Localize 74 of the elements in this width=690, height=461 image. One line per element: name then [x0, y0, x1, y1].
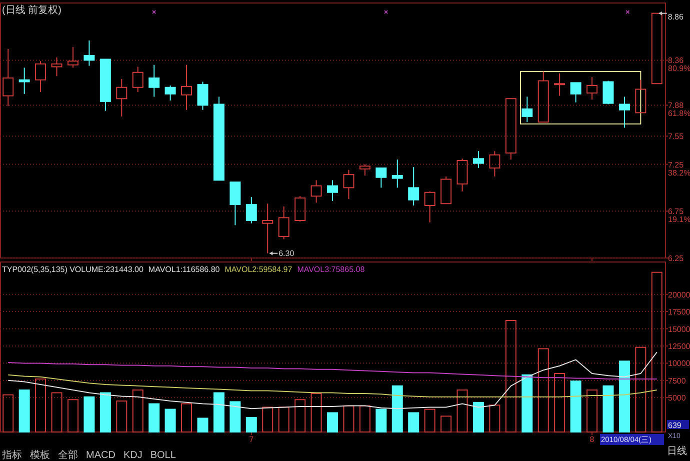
bar [359, 405, 370, 432]
y-tick-label: 7.55 [668, 132, 684, 142]
bar [538, 348, 549, 432]
bar [618, 360, 630, 432]
text: BOLL [150, 450, 176, 461]
line-series [8, 374, 658, 398]
bar [570, 380, 582, 432]
chart-title: (日线 前复权) [2, 4, 62, 16]
y-tick-label: 5000 [668, 394, 686, 403]
bar [392, 385, 403, 432]
bar [197, 418, 208, 432]
bar [343, 405, 354, 432]
text: 8.86 [668, 12, 684, 22]
chart-title: TYP002(5,35,135) VOLUME:231443.00 [2, 265, 144, 274]
x-tick-label: 8 [590, 435, 595, 444]
bar [213, 392, 224, 432]
bar [635, 346, 646, 432]
bar [230, 401, 241, 432]
bar [376, 408, 387, 432]
bar [35, 378, 46, 432]
bar [278, 406, 290, 432]
bar [84, 396, 95, 432]
bar [586, 390, 598, 432]
y-tick-label: 6.25 [668, 254, 684, 263]
bar [181, 403, 192, 432]
text: MACD [86, 450, 116, 461]
bar [262, 406, 274, 432]
bar [327, 412, 338, 432]
y-tick-label: 7.25 38.2% [668, 160, 690, 178]
y-tick-label: 15000 [668, 324, 690, 334]
bar [246, 417, 257, 432]
bar [554, 373, 566, 432]
bar [100, 392, 111, 432]
bar [602, 385, 614, 432]
text: 模板 [30, 449, 50, 461]
bar [522, 374, 533, 432]
text: MAVOL2:59584.97 [224, 265, 293, 274]
bar [18, 390, 30, 432]
text: 全部 [58, 449, 78, 461]
y-tick-label: 7500 [668, 376, 686, 386]
text: KDJ [123, 450, 142, 461]
y-tick-label: 8.36 80.9% [668, 56, 690, 74]
bar [651, 272, 662, 432]
y-tick-label: 12500 [668, 342, 690, 351]
bar [148, 403, 160, 432]
bar [2, 394, 14, 432]
bar [408, 412, 420, 432]
bar [164, 408, 176, 432]
annotation: 6.30 [278, 249, 295, 258]
bar [310, 392, 322, 432]
y-tick-label: 20000 [668, 290, 690, 300]
bar [489, 404, 500, 432]
bar [294, 399, 306, 432]
y-tick-label: 17500 [668, 308, 690, 317]
text: MAVOL3:75865.08 [297, 265, 366, 274]
bar [472, 402, 484, 432]
bar [424, 408, 436, 432]
bar [51, 392, 62, 432]
y-tick-label: 7.88 61.8% [668, 101, 690, 118]
text: 日线 [667, 445, 687, 457]
x-tick-label: 7 [249, 435, 254, 444]
bar [440, 416, 452, 432]
line-series [8, 362, 658, 380]
bar [116, 400, 128, 432]
text: 指标 [1, 449, 22, 461]
bar [456, 390, 468, 432]
bar [132, 390, 144, 432]
y-tick-label: 6.75 19.1% [668, 207, 690, 224]
line-series [8, 352, 658, 410]
bar [505, 320, 516, 432]
text: MAVOL1:116586.80 [148, 265, 220, 274]
y-tick-label: 10000 [668, 359, 690, 368]
text: 639 [668, 421, 682, 430]
bar [67, 399, 78, 432]
